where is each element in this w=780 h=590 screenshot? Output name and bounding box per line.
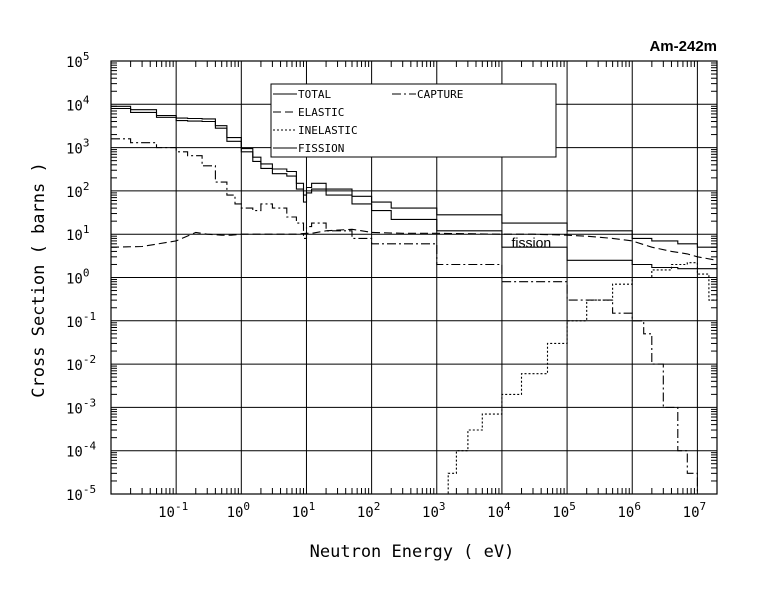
y-tick-label: 10-4 [66, 440, 96, 461]
y-tick-label: 10-3 [66, 396, 96, 417]
x-tick-label: 105 [552, 500, 575, 521]
y-tick-label: 103 [66, 137, 89, 158]
plot-frame [110, 60, 718, 495]
y-tick-label: 10-2 [66, 353, 96, 374]
legend-label-elastic: ELASTIC [298, 106, 344, 119]
legend-box [270, 83, 557, 158]
y-tick-label: 104 [66, 93, 90, 114]
series-line-capture [111, 138, 698, 494]
series-line-inelastic [436, 262, 718, 495]
x-tick-label: 103 [422, 500, 445, 521]
legend-label-total: TOTAL [298, 88, 331, 101]
x-tick-label: 102 [357, 500, 380, 521]
y-tick-label: 101 [66, 223, 89, 244]
y-tick-label: 102 [66, 180, 89, 201]
series-line-elastic [110, 228, 718, 261]
legend-label-capture: CAPTURE [417, 88, 463, 101]
x-tick-label: 101 [292, 500, 315, 521]
legend-label-fission: FISSION [298, 142, 344, 155]
tick-labels: 10-1 100 101 102 103 104 105 106 107 10-5 10-4 10-3… [66, 50, 706, 521]
series-group [110, 105, 718, 495]
x-tick-label: 106 [617, 500, 640, 521]
x-tick-label: 107 [683, 500, 706, 521]
x-tick-label: 104 [487, 500, 511, 521]
axis-ticks [111, 61, 718, 494]
legend: TOTAL ELASTIC INELASTIC FISSION CAPTURE [270, 83, 557, 158]
y-tick-label: 100 [66, 267, 89, 288]
annotation-fission: fission [512, 234, 552, 250]
y-tick-label: 10-5 [66, 483, 96, 504]
legend-label-inelastic: INELASTIC [298, 124, 358, 137]
y-tick-label: 105 [66, 50, 89, 71]
chart-title: Am-242m [649, 38, 717, 55]
x-tick-label: 100 [227, 500, 250, 521]
x-tick-label: 10-1 [158, 500, 188, 521]
x-axis-label: Neutron Energy ( eV) [310, 542, 515, 562]
y-axis-label: Cross Section ( barns ) [29, 162, 49, 397]
series-line-fission [111, 107, 718, 270]
y-tick-label: 10-1 [66, 310, 96, 331]
